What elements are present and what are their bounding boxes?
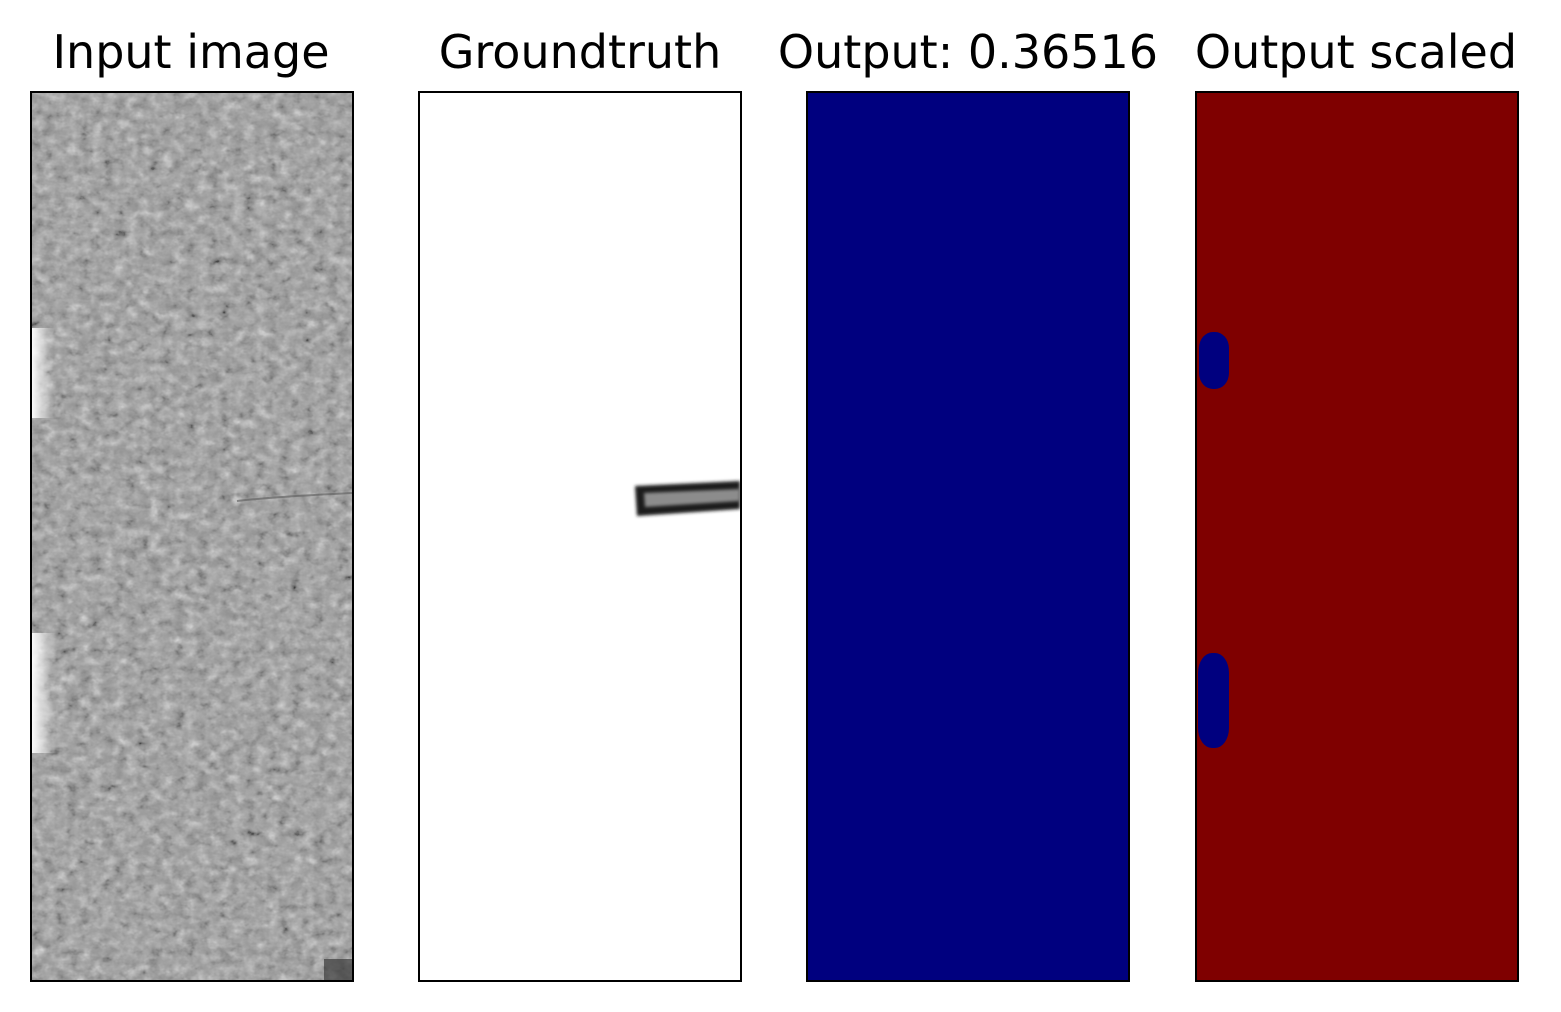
output-scaled-blob-upper	[1199, 332, 1229, 389]
input-bright-edge-lower	[32, 633, 56, 753]
panel-title-groundtruth: Groundtruth	[438, 25, 722, 79]
panel-title-output: Output: 0.36516	[777, 25, 1159, 79]
output-panel	[806, 91, 1130, 982]
input-image-panel	[30, 91, 354, 982]
output-scaled-panel	[1195, 91, 1519, 982]
input-noise	[32, 93, 352, 980]
groundtruth-panel	[418, 91, 742, 982]
output-scaled-background	[1197, 93, 1517, 980]
output-scaled-map	[1197, 93, 1517, 980]
panel-title-output-scaled: Output scaled	[1194, 25, 1518, 79]
input-bright-edge-upper	[32, 328, 54, 418]
output-scaled-blob-lower	[1198, 653, 1229, 748]
groundtruth-mask	[420, 93, 740, 980]
panel-title-input-image: Input image	[52, 25, 330, 79]
input-crack-line	[236, 492, 352, 502]
input-image-texture	[32, 93, 352, 980]
